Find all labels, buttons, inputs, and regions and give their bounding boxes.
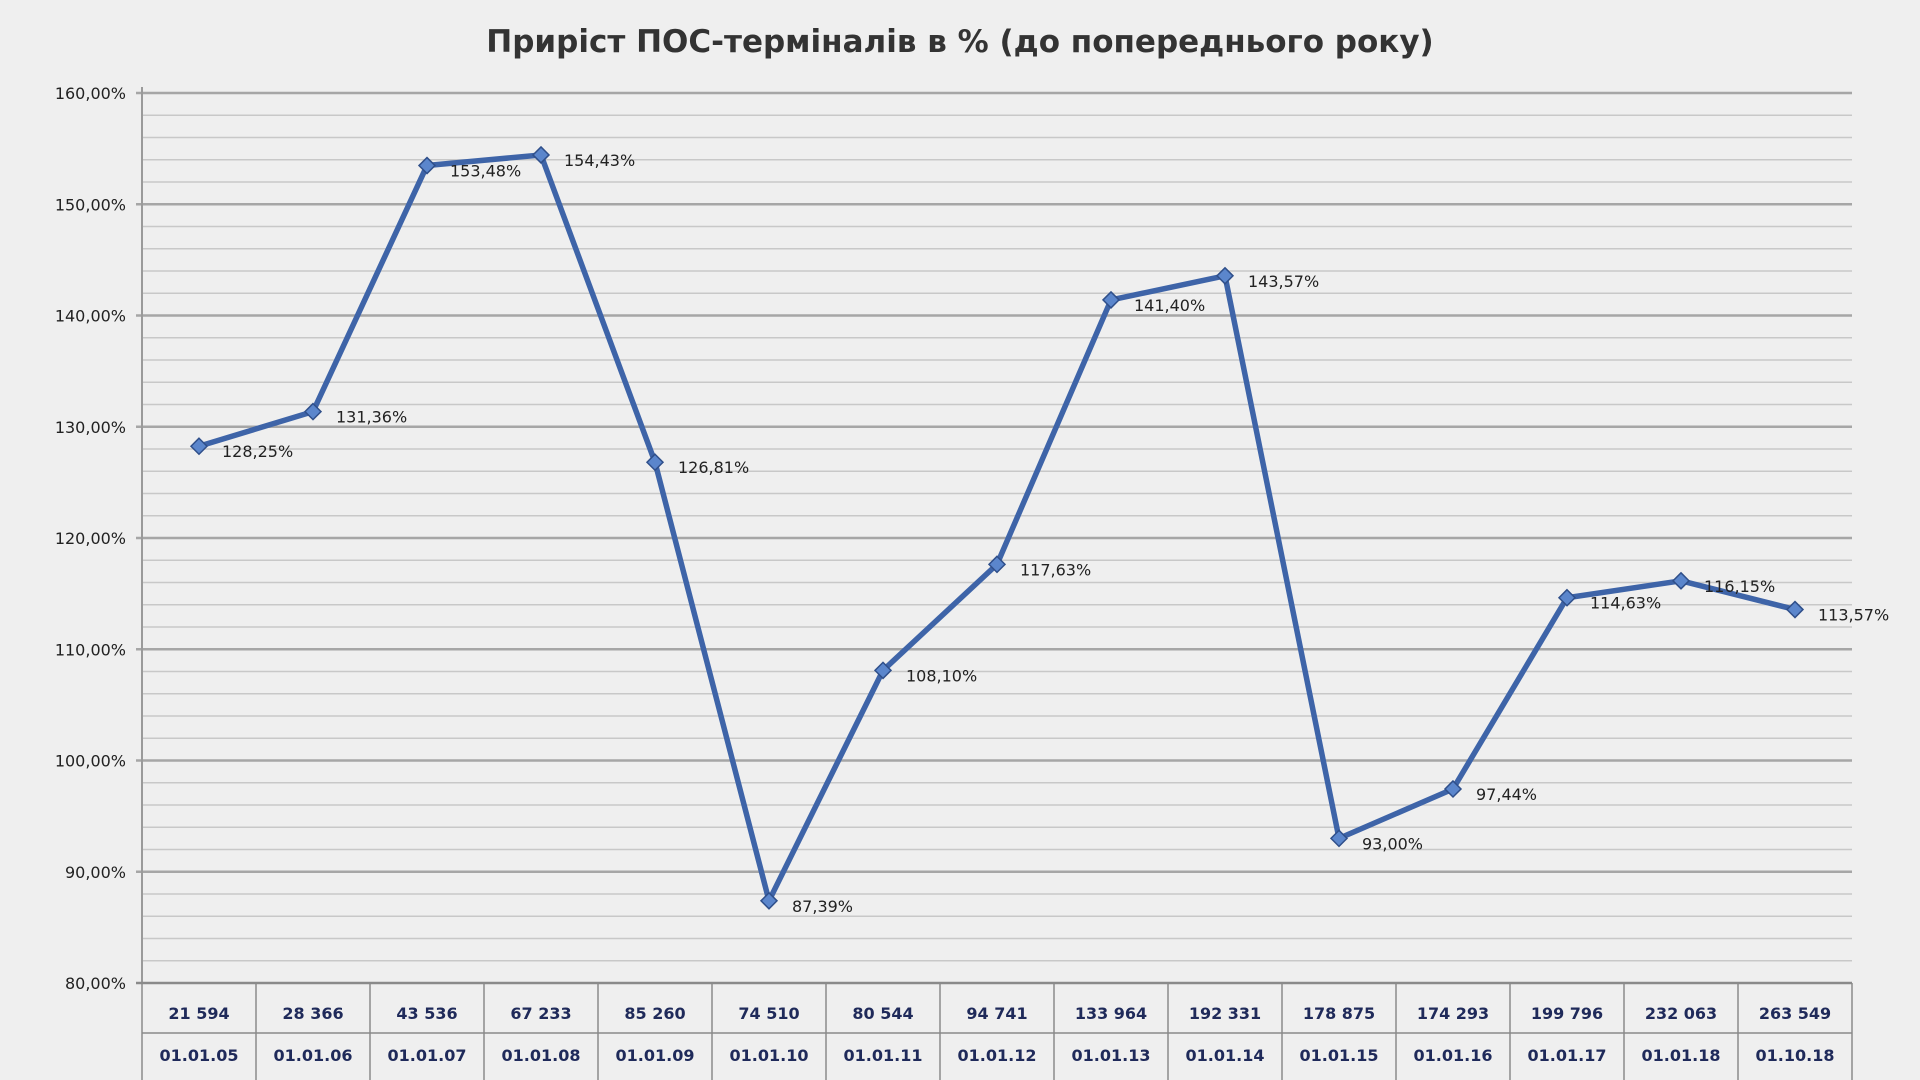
category-date: 01.01.12 xyxy=(958,1046,1037,1065)
category-date: 01.01.13 xyxy=(1072,1046,1151,1065)
y-tick-label: 140,00% xyxy=(55,307,126,326)
category-date: 01.01.07 xyxy=(388,1046,467,1065)
category-date: 01.01.11 xyxy=(844,1046,923,1065)
y-tick-label: 120,00% xyxy=(55,529,126,548)
y-tick-label: 90,00% xyxy=(65,863,126,882)
data-point-marker xyxy=(873,661,893,680)
data-labels: 128,25% 131,36% 153,48% 154,43% 126,81% 87,39… xyxy=(222,151,1889,916)
category-count: 74 510 xyxy=(738,1004,799,1023)
category-count: 263 549 xyxy=(1759,1004,1831,1023)
data-point-marker xyxy=(1101,290,1121,309)
data-point-marker xyxy=(1443,779,1463,799)
category-count: 133 964 xyxy=(1075,1004,1147,1023)
y-tick-label: 160,00% xyxy=(55,84,126,103)
data-label: 117,63% xyxy=(1020,560,1091,579)
data-label: 131,36% xyxy=(336,408,407,427)
data-label: 153,48% xyxy=(450,162,521,181)
series-polyline xyxy=(196,152,1798,904)
data-point-marker xyxy=(1557,588,1577,607)
category-date: 01.01.15 xyxy=(1300,1046,1379,1065)
data-label: 108,10% xyxy=(906,666,977,685)
data-label: 141,40% xyxy=(1134,296,1205,315)
category-count: 199 796 xyxy=(1531,1004,1603,1023)
series-line xyxy=(196,152,1798,904)
data-point-marker xyxy=(189,437,209,456)
y-tick-label: 80,00% xyxy=(65,974,126,993)
data-label: 126,81% xyxy=(678,458,749,477)
data-label: 128,25% xyxy=(222,442,293,461)
y-tick-label: 150,00% xyxy=(55,195,126,214)
y-tick-label: 100,00% xyxy=(55,752,126,771)
category-date: 01.01.17 xyxy=(1528,1046,1607,1065)
data-point-marker xyxy=(303,402,323,421)
data-label: 114,63% xyxy=(1590,594,1661,613)
data-label: 97,44% xyxy=(1476,785,1537,804)
data-label: 116,15% xyxy=(1704,577,1775,596)
data-points xyxy=(189,145,1805,910)
data-label: 154,43% xyxy=(564,151,635,170)
y-tick-label: 130,00% xyxy=(55,418,126,437)
category-count: 21 594 xyxy=(168,1004,229,1023)
category-date: 01.01.05 xyxy=(160,1046,239,1065)
chart-title: Приріст ПОС-терміналів в % (до попереднь… xyxy=(486,24,1433,60)
category-date: 01.01.16 xyxy=(1414,1046,1493,1065)
category-count: 192 331 xyxy=(1189,1004,1261,1023)
category-date: 01.01.10 xyxy=(730,1046,809,1065)
category-count: 80 544 xyxy=(852,1004,913,1023)
gridlines xyxy=(136,91,1852,962)
category-table: 21 594 01.01.05 28 366 01.01.06 43 536 01.01.… xyxy=(141,983,1853,1080)
data-point-marker xyxy=(759,891,779,910)
y-tick-label: 110,00% xyxy=(55,640,126,659)
category-count: 94 741 xyxy=(966,1004,1027,1023)
data-point-marker xyxy=(1671,571,1691,590)
category-count: 178 875 xyxy=(1303,1004,1375,1023)
category-date: 01.01.14 xyxy=(1186,1046,1265,1065)
category-count: 85 260 xyxy=(624,1004,685,1023)
category-count: 67 233 xyxy=(510,1004,571,1023)
data-point-marker xyxy=(645,453,665,472)
data-point-marker xyxy=(987,555,1007,574)
category-date: 01.01.09 xyxy=(616,1046,695,1065)
category-date: 01.01.18 xyxy=(1642,1046,1721,1065)
category-count: 43 536 xyxy=(396,1004,457,1023)
category-date: 01.01.08 xyxy=(502,1046,581,1065)
category-count: 174 293 xyxy=(1417,1004,1489,1023)
data-point-marker xyxy=(417,156,437,175)
data-label: 113,57% xyxy=(1818,606,1889,625)
data-label: 87,39% xyxy=(792,897,853,916)
data-point-marker xyxy=(1785,600,1805,619)
data-label: 93,00% xyxy=(1362,834,1423,853)
data-point-marker xyxy=(1329,829,1349,848)
data-label: 143,57% xyxy=(1248,272,1319,291)
axes xyxy=(136,87,1852,985)
data-point-marker xyxy=(1215,266,1235,285)
category-count: 28 366 xyxy=(282,1004,343,1023)
category-count: 232 063 xyxy=(1645,1004,1717,1023)
data-point-marker xyxy=(531,145,551,165)
y-axis-ticks: 80,00% 90,00% 100,00% 110,00% 120,00% 130,00%… xyxy=(55,84,126,993)
category-date: 01.01.06 xyxy=(274,1046,353,1065)
category-date: 01.10.18 xyxy=(1756,1046,1835,1065)
